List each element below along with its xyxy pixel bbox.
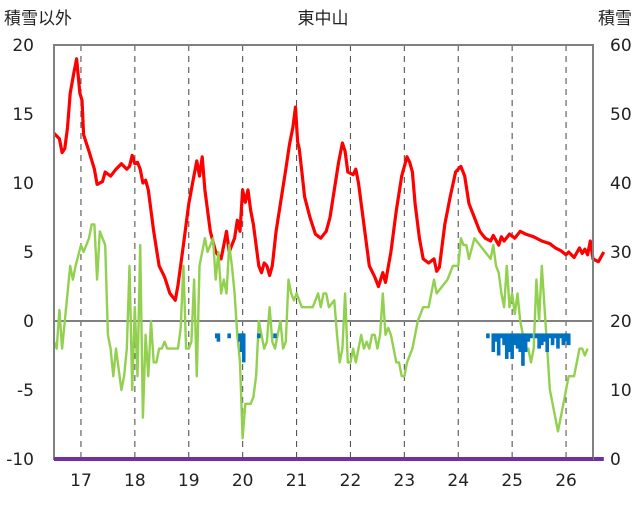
x-tick-label: 21 (286, 471, 308, 491)
bar-mark (529, 333, 533, 339)
y-left-tick-label: 15 (12, 105, 34, 125)
y-right-tick-label: 40 (610, 174, 632, 194)
bar-mark (273, 333, 277, 339)
bar-mark (257, 333, 261, 339)
grid-layer (54, 45, 593, 459)
y-left-tick-label: 0 (23, 312, 34, 332)
frame-layer (53, 44, 594, 461)
bar-mark (494, 333, 498, 342)
bar-mark (550, 333, 555, 346)
y-right-tick-label: 60 (610, 36, 632, 56)
bar-mark (216, 333, 221, 342)
bar-mark (496, 333, 501, 356)
bar-mark (548, 333, 552, 339)
bar-mark (518, 333, 523, 353)
bar-mark (545, 333, 549, 353)
bar-mark (564, 333, 568, 342)
bar-mark (502, 333, 506, 346)
x-tick-label: 17 (70, 471, 92, 491)
bar-mark (542, 333, 547, 342)
chart-title: 東中山 (298, 9, 349, 29)
y-left-tick-label: 5 (23, 243, 34, 263)
x-tick-label: 25 (501, 471, 523, 491)
bar-mark (566, 333, 571, 346)
labels-layer: 積雪以外 東中山 積雪 17 18 19 20 21 22 23 24 25 2620151050… (4, 9, 632, 491)
y-right-tick-label: 50 (610, 105, 632, 125)
bar-mark (507, 333, 512, 353)
green-series-line (52, 223, 589, 440)
bar-mark (523, 333, 528, 353)
bar-mark (537, 333, 541, 349)
red-series-line (52, 57, 606, 302)
bar-mark (526, 333, 531, 342)
y-right-tick-label: 30 (610, 243, 632, 263)
y-right-tick-label: 20 (610, 312, 632, 332)
x-tick-label: 22 (340, 471, 362, 491)
x-tick-label: 26 (555, 471, 577, 491)
bar-mark (499, 333, 504, 339)
y-left-axis-title: 積雪以外 (4, 9, 72, 29)
x-tick-label: 24 (447, 471, 469, 491)
y-left-tick-label: 20 (12, 36, 34, 56)
bar-mark (553, 333, 558, 339)
x-tick-label: 19 (178, 471, 200, 491)
x-tick-label: 23 (394, 471, 416, 491)
bar-mark (510, 333, 514, 359)
bar-mark (521, 333, 525, 366)
bar-mark (558, 333, 563, 339)
bar-mark (504, 333, 509, 359)
bar-mark (227, 333, 231, 339)
x-tick-label: 20 (232, 471, 254, 491)
bar-mark (556, 333, 560, 349)
bar-mark (534, 333, 539, 339)
bar-mark (539, 333, 544, 346)
bar-mark (491, 333, 496, 353)
y-left-tick-label: -5 (17, 381, 34, 401)
bar-mark (515, 333, 520, 349)
x-tick-label: 18 (124, 471, 146, 491)
bar-mark (513, 333, 517, 346)
bar-mark (486, 333, 490, 339)
y-right-axis-title: 積雪 (598, 9, 632, 29)
y-right-tick-label: 0 (610, 450, 621, 470)
y-left-tick-label: 10 (12, 174, 34, 194)
bar-mark (241, 333, 246, 363)
y-left-tick-label: -10 (6, 450, 34, 470)
y-right-tick-label: 10 (610, 381, 632, 401)
bar-mark (561, 333, 566, 346)
